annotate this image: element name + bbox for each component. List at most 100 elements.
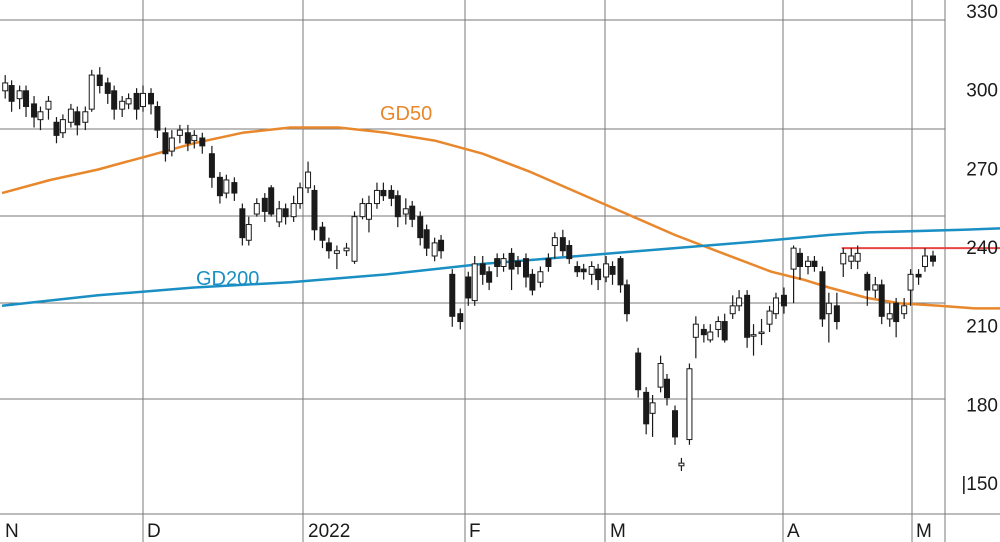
candle-body	[545, 258, 552, 267]
candle	[559, 229, 566, 256]
candle	[790, 245, 797, 304]
candle	[574, 261, 581, 277]
candle	[208, 145, 215, 188]
candle-body	[261, 197, 268, 212]
candle	[479, 256, 486, 285]
candle-body	[2, 82, 9, 92]
candle-body	[199, 137, 206, 147]
candle-body	[886, 313, 893, 320]
candle-body	[721, 321, 728, 341]
candle-body	[465, 276, 472, 299]
candle-body	[325, 242, 332, 252]
candle-body	[522, 258, 529, 278]
candle-body	[343, 247, 350, 252]
candle-body	[168, 137, 175, 152]
candle	[921, 248, 928, 272]
candle-body	[672, 410, 679, 438]
candle-body	[290, 203, 297, 218]
candle-body	[819, 271, 826, 320]
candle-body	[780, 294, 787, 307]
candle-body	[623, 284, 630, 315]
candle-body	[700, 328, 707, 336]
candle	[325, 237, 332, 259]
candle	[37, 106, 44, 131]
candle-body	[438, 239, 445, 252]
candle	[104, 77, 111, 104]
candle-body	[825, 302, 832, 315]
candle	[854, 245, 861, 270]
candle	[893, 297, 900, 338]
candle	[729, 295, 736, 319]
candle-body	[854, 252, 861, 262]
y-tick-label-270: 270	[966, 159, 998, 180]
candle-body	[848, 255, 855, 262]
candle	[402, 198, 409, 225]
candle	[199, 132, 206, 154]
candle	[700, 324, 707, 343]
candle-body	[380, 189, 387, 197]
y-tick-label-240: 240	[966, 238, 998, 259]
candle	[772, 292, 779, 319]
candle	[672, 405, 679, 445]
candle	[8, 80, 15, 112]
candle-body	[276, 208, 283, 223]
candle	[176, 124, 183, 144]
candle-body	[162, 132, 169, 155]
candle-body	[16, 90, 23, 100]
candle-body	[133, 92, 140, 110]
candle-body	[736, 297, 743, 307]
candle-body	[758, 331, 765, 335]
candle-body	[402, 208, 409, 215]
candle	[305, 161, 312, 194]
candle-body	[772, 297, 779, 315]
candle-body	[595, 268, 602, 281]
candle-body	[566, 245, 573, 260]
y-tick-label-300: 300	[966, 81, 998, 102]
candle	[119, 96, 126, 118]
candle	[74, 106, 81, 136]
candle	[649, 394, 656, 437]
y-tick-label-150: |150	[961, 474, 998, 495]
candle-body	[514, 260, 521, 267]
candle-body	[37, 111, 44, 121]
candle-body	[239, 208, 246, 239]
candle-body	[373, 189, 380, 205]
x-tick-label: 2022	[308, 521, 350, 542]
candle	[780, 287, 787, 314]
candle-body	[297, 187, 304, 205]
candle-body	[431, 242, 438, 257]
candle	[872, 276, 879, 298]
candle	[580, 263, 587, 280]
candle	[111, 85, 118, 120]
candle-body	[471, 263, 478, 302]
candle-body	[319, 226, 326, 241]
gd200-label: GD200	[196, 268, 259, 290]
series-line-gd200	[1, 227, 1000, 308]
candle	[343, 242, 350, 256]
candle	[465, 271, 472, 306]
candle-body	[494, 258, 501, 267]
candle	[617, 256, 624, 293]
candle-body	[609, 265, 616, 275]
candle-body	[878, 284, 885, 317]
candle-body	[423, 229, 430, 249]
candle	[216, 172, 223, 204]
candle-body	[500, 258, 507, 267]
candle	[825, 292, 832, 343]
candle	[59, 114, 66, 138]
candle	[133, 88, 140, 120]
candle-body	[148, 92, 155, 105]
candle-body	[840, 252, 847, 265]
candle-body	[365, 203, 372, 220]
candle	[486, 266, 493, 291]
candle	[184, 124, 191, 152]
candle-body	[417, 216, 424, 239]
candle-body	[551, 237, 558, 247]
candle	[930, 250, 936, 267]
candle	[707, 324, 714, 343]
candle	[901, 297, 908, 319]
candle	[417, 211, 424, 246]
candle-body	[253, 203, 260, 215]
